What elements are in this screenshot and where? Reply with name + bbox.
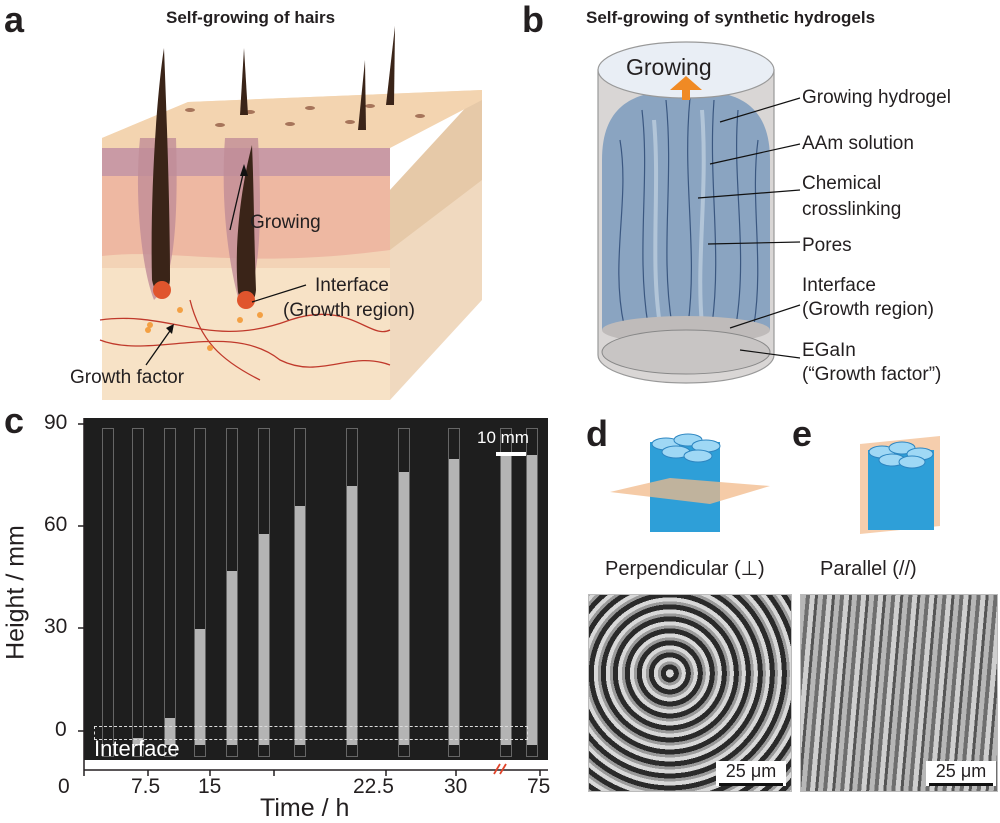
xtick-0: 0 <box>58 775 70 798</box>
ytick-30: 30 <box>44 615 68 638</box>
xtick-7.5: 7.5 <box>131 775 161 798</box>
scale-bar-e: 25 μm <box>926 761 996 786</box>
sem-perpendicular <box>588 594 792 792</box>
tube-1 <box>132 428 144 757</box>
tube-photo <box>84 418 548 760</box>
ytick-60: 60 <box>44 513 68 536</box>
growing-hydrogel-label: Growing hydrogel <box>802 87 951 108</box>
xtick-15: 15 <box>198 775 222 798</box>
panel-b-title: Self-growing of synthetic hydrogels <box>586 8 876 27</box>
sem-parallel <box>800 594 998 792</box>
photo-scale-label: 10 mm <box>477 428 529 447</box>
ytick-90: 90 <box>44 411 68 434</box>
gel-bar-4 <box>227 571 237 745</box>
tube-0 <box>102 428 114 757</box>
growth-factor-b-label: (“Growth factor”) <box>802 364 942 385</box>
scale-bar-d: 25 μm <box>716 761 786 786</box>
parallel-section-illustration <box>860 436 940 534</box>
panel-e-label: e <box>792 413 813 454</box>
xtick-30: 30 <box>444 775 468 798</box>
tube-10 <box>500 428 512 757</box>
growth-region-label: (Growth region) <box>283 300 415 321</box>
tube-5 <box>258 428 270 757</box>
panel-c-label: c <box>4 400 25 441</box>
scale-d-label: 25 μm <box>725 761 777 781</box>
growth-region-b-label: (Growth region) <box>802 299 934 320</box>
interface-box <box>94 726 528 740</box>
ytick-0: 0 <box>55 718 67 741</box>
tube-8 <box>398 428 410 757</box>
gel-bar-8 <box>399 472 409 745</box>
panel-a-title: Self-growing of hairs <box>166 8 336 27</box>
cylinder-top-label: Growing <box>626 54 712 80</box>
gel-bar-5 <box>259 533 269 745</box>
perpendicular-section-illustration <box>610 433 770 532</box>
tube-2 <box>164 428 176 757</box>
skin-hair-illustration <box>99 26 482 400</box>
x-axis-title: Time / h <box>260 794 350 822</box>
tube-4 <box>226 428 238 757</box>
gel-bar-7 <box>347 485 357 745</box>
gel-bar-2 <box>165 717 175 745</box>
panel-b-label: b <box>522 0 544 40</box>
parallel-caption: Parallel (//) <box>820 558 917 580</box>
gel-bar-10 <box>501 455 511 745</box>
tube-3 <box>194 428 206 757</box>
panel-a-label: a <box>4 0 25 40</box>
growing-label: Growing <box>250 212 321 233</box>
tube-9 <box>448 428 460 757</box>
gel-bar-1 <box>133 738 143 745</box>
xtick-75: 75 <box>527 775 551 798</box>
hydrogel-cylinder-illustration <box>597 41 801 384</box>
interface-b-label: Interface <box>802 275 876 296</box>
perpendicular-caption: Perpendicular (⊥) <box>605 558 765 580</box>
tube-6 <box>294 428 306 757</box>
photo-scale-bar <box>496 452 526 456</box>
interface-c-label: Interface <box>94 736 180 761</box>
tube-7 <box>346 428 358 757</box>
y-axis-title: Height / mm <box>1 525 30 660</box>
aam-solution-label: AAm solution <box>802 133 914 154</box>
crosslinking-label: crosslinking <box>802 199 902 220</box>
gel-bar-6 <box>295 506 305 745</box>
egain-label: EGaIn <box>802 340 856 361</box>
panel-d-label: d <box>586 413 608 454</box>
scale-e-label: 25 μm <box>935 761 987 781</box>
gel-bar-3 <box>195 629 205 745</box>
xtick-22.5: 22.5 <box>353 775 394 798</box>
growth-factor-label: Growth factor <box>70 367 185 388</box>
chemical-label: Chemical <box>802 173 882 194</box>
interface-label: Interface <box>315 275 389 296</box>
tube-11 <box>526 428 538 757</box>
gel-bar-9 <box>449 458 459 745</box>
gel-bar-11 <box>527 455 537 745</box>
pores-label: Pores <box>802 235 852 256</box>
